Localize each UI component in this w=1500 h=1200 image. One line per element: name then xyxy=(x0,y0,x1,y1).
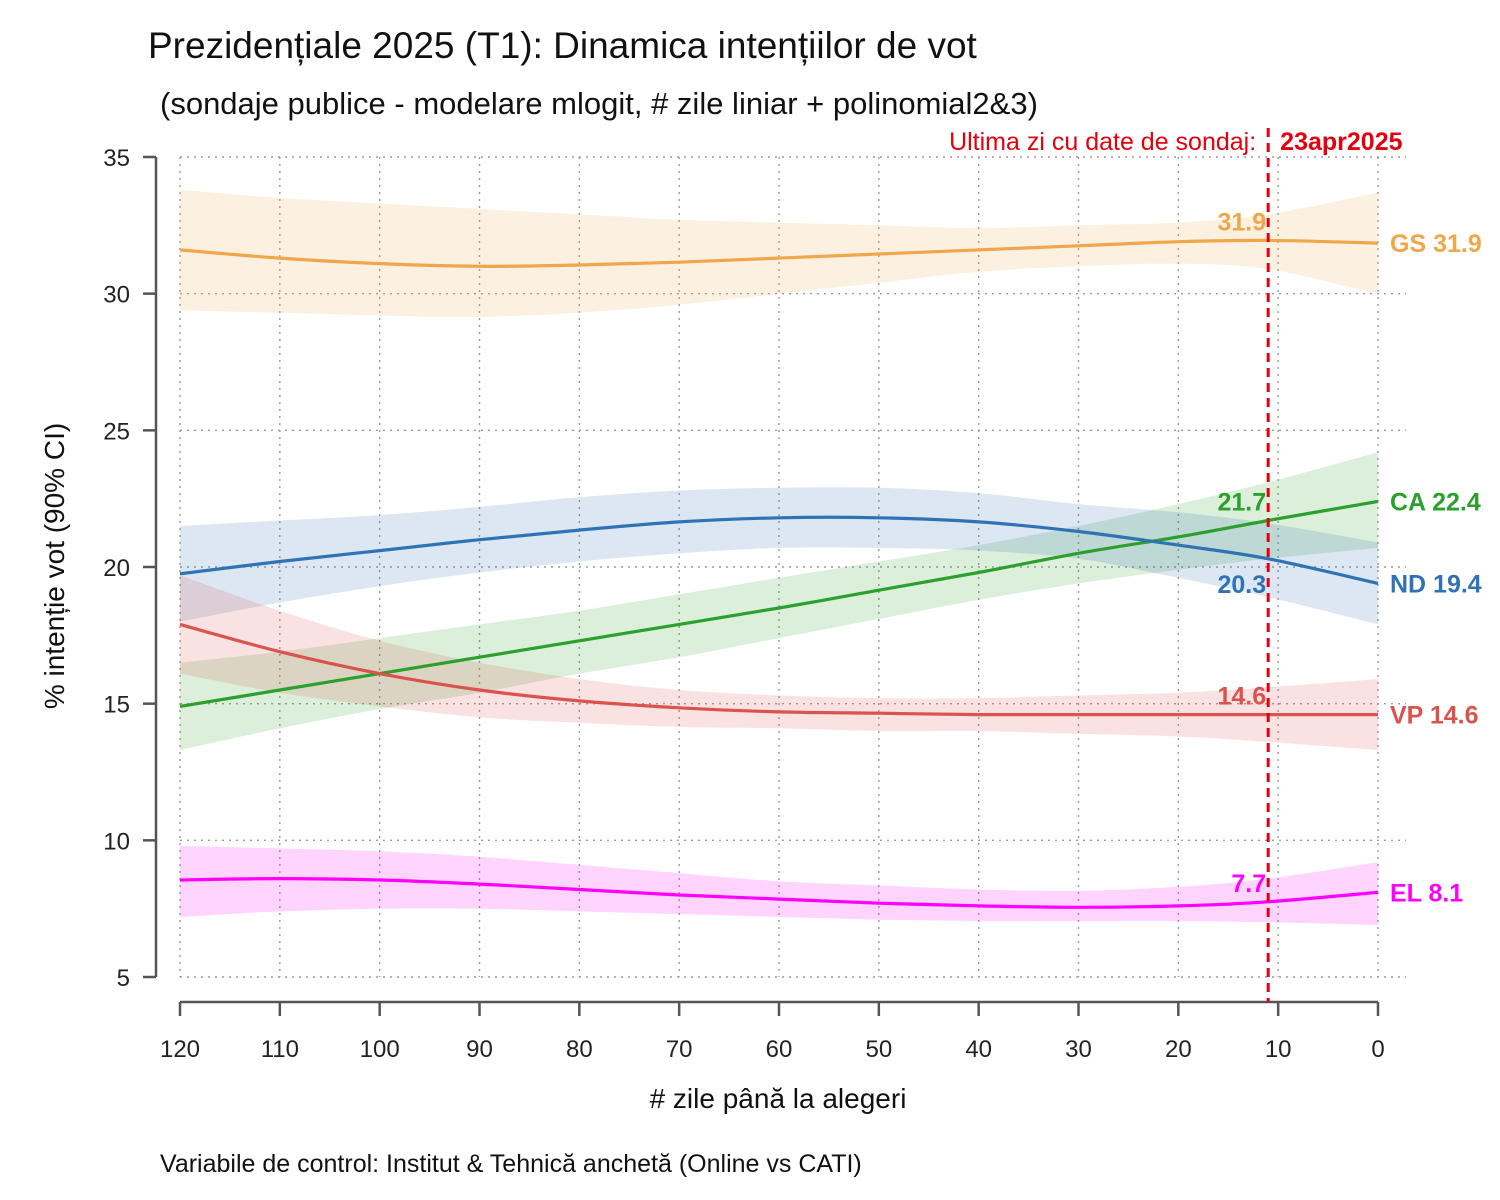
x-tick-label: 50 xyxy=(865,1036,892,1063)
y-tick-label: 25 xyxy=(103,418,130,445)
day-label-el: 7.7 xyxy=(1231,870,1266,898)
x-tick-label: 70 xyxy=(666,1036,693,1063)
line-el xyxy=(179,876,1379,909)
x-tick-label: 0 xyxy=(1371,1036,1384,1063)
series-labels: GS 31.9 31.9 CA 22.4 21.7 ND 19.4 20.3 VP 14.6… xyxy=(1218,208,1482,907)
chart-title: Prezidențiale 2025 (T1): Dinamica intenț… xyxy=(148,25,978,66)
day-label-gs: 31.9 xyxy=(1218,208,1267,236)
x-tick-label: 110 xyxy=(261,1036,299,1063)
x-tick-label: 80 xyxy=(566,1036,593,1063)
day-label-ca: 21.7 xyxy=(1218,489,1267,517)
band-nd xyxy=(180,487,1378,625)
y-tick-label: 30 xyxy=(103,282,130,309)
chart-subtitle: (sondaje publice - modelare mlogit, # zi… xyxy=(160,86,1038,121)
line-nd xyxy=(179,515,1379,585)
y-tick-label: 35 xyxy=(103,145,130,172)
x-tick-label: 100 xyxy=(360,1036,400,1063)
x-tick-label: 90 xyxy=(466,1036,493,1063)
band-ca xyxy=(180,452,1378,751)
band-vp xyxy=(180,575,1378,751)
confidence-bands xyxy=(180,189,1378,926)
end-label-el: EL 8.1 xyxy=(1390,879,1463,907)
last-poll-day-caption: Ultima zi cu date de sondaj: xyxy=(949,128,1256,156)
y-tick-label: 20 xyxy=(103,555,130,582)
day-label-nd: 20.3 xyxy=(1218,571,1267,599)
x-tick-label: 60 xyxy=(766,1036,793,1063)
end-label-gs: GS 31.9 xyxy=(1390,230,1482,258)
x-tick-label: 40 xyxy=(965,1036,992,1063)
x-tick-label: 10 xyxy=(1265,1036,1292,1063)
day-label-vp: 14.6 xyxy=(1218,683,1267,711)
end-label-ca: CA 22.4 xyxy=(1390,488,1481,516)
y-tick-label: 5 xyxy=(117,965,130,992)
band-el xyxy=(180,845,1378,926)
line-gs xyxy=(179,238,1379,268)
end-label-nd: ND 19.4 xyxy=(1390,570,1482,598)
end-label-vp: VP 14.6 xyxy=(1390,702,1479,730)
line-vp xyxy=(179,622,1378,717)
y-axis-title: % intenție vot (90% CI) xyxy=(39,423,70,709)
series-lines xyxy=(179,238,1379,909)
last-poll-day-date: 23apr2025 xyxy=(1280,128,1402,156)
x-tick-label: 120 xyxy=(160,1036,200,1063)
band-gs xyxy=(180,189,1378,318)
y-tick-label: 15 xyxy=(103,692,130,719)
x-tick-label: 30 xyxy=(1065,1036,1092,1063)
chart-footnote: Variabile de control: Institut & Tehnică… xyxy=(160,1150,862,1178)
x-axis-title: # zile până la alegeri xyxy=(650,1083,907,1114)
y-tick-label: 10 xyxy=(103,828,130,855)
reference-line-layer: Ultima zi cu date de sondaj: 23apr2025 xyxy=(949,128,1403,1002)
x-tick-label: 20 xyxy=(1165,1036,1192,1063)
grid-layer xyxy=(179,156,1406,978)
